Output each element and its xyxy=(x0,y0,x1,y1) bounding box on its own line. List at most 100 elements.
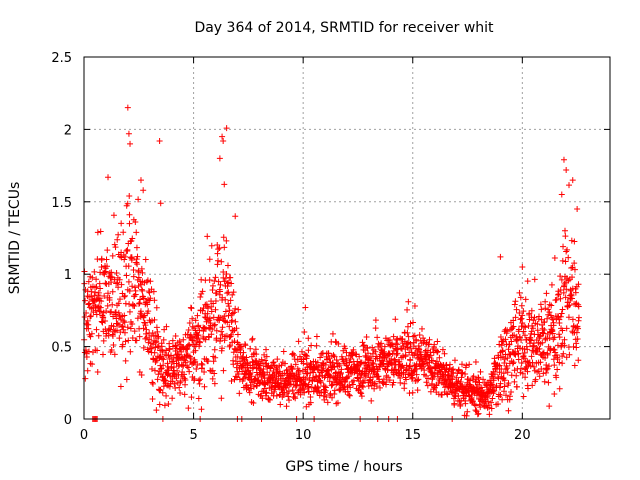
data-point xyxy=(305,381,312,388)
data-point xyxy=(173,375,180,382)
data-point xyxy=(205,358,212,365)
data-point xyxy=(565,314,572,321)
data-point xyxy=(305,335,312,342)
data-point xyxy=(502,336,509,343)
data-point xyxy=(418,355,425,362)
data-point xyxy=(173,343,180,350)
data-point xyxy=(89,274,96,281)
data-point xyxy=(258,356,265,363)
data-point xyxy=(211,321,218,328)
data-point xyxy=(504,327,511,334)
data-point xyxy=(517,316,524,323)
data-point xyxy=(542,298,549,305)
data-point xyxy=(572,289,579,296)
data-point xyxy=(335,360,342,367)
data-point xyxy=(558,310,565,317)
data-point xyxy=(185,326,192,333)
data-point xyxy=(282,360,289,367)
data-point xyxy=(154,328,161,335)
data-point xyxy=(142,256,149,263)
data-point xyxy=(513,372,520,379)
data-point xyxy=(410,333,417,340)
data-point xyxy=(569,316,576,323)
data-point xyxy=(569,177,576,184)
data-point xyxy=(404,344,411,351)
data-point xyxy=(109,301,116,308)
data-point xyxy=(487,379,494,386)
data-point xyxy=(126,220,133,227)
data-point xyxy=(516,334,523,341)
data-point xyxy=(530,342,537,349)
data-point xyxy=(563,275,570,282)
data-point xyxy=(528,307,535,314)
data-point xyxy=(505,346,512,353)
data-point xyxy=(93,276,100,283)
data-point xyxy=(101,293,108,300)
data-point xyxy=(219,324,226,331)
data-point xyxy=(563,166,570,173)
data-point xyxy=(325,350,332,357)
data-point xyxy=(512,314,519,321)
data-point xyxy=(463,362,470,369)
data-point xyxy=(365,370,372,377)
data-point xyxy=(462,400,469,407)
data-point xyxy=(486,411,493,418)
data-point xyxy=(186,368,193,375)
data-point xyxy=(81,314,88,321)
data-point xyxy=(227,274,234,281)
data-point xyxy=(214,257,221,264)
data-point xyxy=(221,181,228,188)
data-point xyxy=(519,319,526,326)
data-point xyxy=(429,374,436,381)
data-point xyxy=(501,383,508,390)
data-point xyxy=(457,378,464,385)
data-point xyxy=(97,228,104,235)
data-point xyxy=(525,385,532,392)
data-point xyxy=(540,330,547,337)
data-point xyxy=(240,349,247,356)
data-point xyxy=(138,372,145,379)
data-point xyxy=(451,400,458,407)
data-point xyxy=(531,276,538,283)
data-point xyxy=(489,381,496,388)
data-point xyxy=(288,365,295,372)
data-point xyxy=(208,303,215,310)
data-point xyxy=(211,370,218,377)
data-point xyxy=(551,255,558,262)
data-point xyxy=(427,352,434,359)
data-point xyxy=(246,389,253,396)
data-point xyxy=(384,366,391,373)
data-point xyxy=(520,328,527,335)
data-point xyxy=(191,375,198,382)
data-point xyxy=(160,356,167,363)
data-point xyxy=(176,338,183,345)
data-point xyxy=(535,313,542,320)
data-point xyxy=(127,140,134,147)
data-point xyxy=(563,325,570,332)
data-point xyxy=(413,371,420,378)
data-point xyxy=(188,305,195,312)
data-point xyxy=(126,211,133,218)
data-point xyxy=(543,366,550,373)
data-point xyxy=(530,325,537,332)
data-point xyxy=(206,334,213,341)
data-point xyxy=(501,377,508,384)
data-point xyxy=(228,311,235,318)
data-point xyxy=(164,371,171,378)
data-point xyxy=(434,349,441,356)
data-point xyxy=(575,325,582,332)
data-point xyxy=(134,261,141,268)
data-point xyxy=(99,313,106,320)
data-point xyxy=(127,348,134,355)
data-point xyxy=(527,362,534,369)
y-tick-label: 2 xyxy=(64,123,72,138)
data-point xyxy=(504,369,511,376)
data-point xyxy=(194,312,201,319)
data-point xyxy=(118,324,125,331)
data-point xyxy=(569,295,576,302)
data-point xyxy=(537,301,544,308)
data-point xyxy=(342,375,349,382)
data-point xyxy=(195,377,202,384)
data-point xyxy=(505,380,512,387)
data-point xyxy=(457,401,464,408)
